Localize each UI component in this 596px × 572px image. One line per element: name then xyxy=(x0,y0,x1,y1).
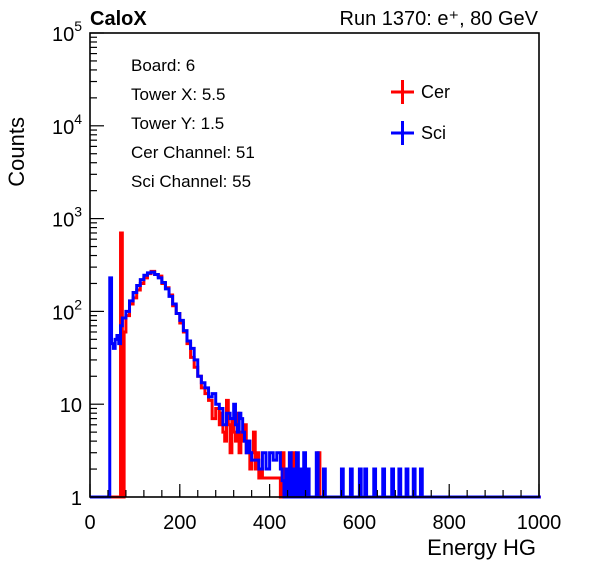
y-axis-title: Counts xyxy=(4,117,29,187)
y-tick-label: 104 xyxy=(52,111,82,139)
x-tick-label: 400 xyxy=(253,512,286,534)
legend-label-sci: Sci xyxy=(421,123,446,143)
info-tower-y: Tower Y: 1.5 xyxy=(131,114,224,133)
y-tick-label: 10 xyxy=(60,395,82,417)
header-left-title: CaloX xyxy=(90,8,147,30)
y-tick-label: 1 xyxy=(71,488,82,510)
y-tick-label: 103 xyxy=(52,204,82,232)
series-layer xyxy=(90,231,541,499)
info-box: Board: 6 Tower X: 5.5 Tower Y: 1.5 Cer C… xyxy=(131,56,255,191)
axis-ticks: 0 200 400 600 800 1000 1 10 102 103 104 105 xyxy=(52,18,561,534)
plot-frame xyxy=(89,32,540,498)
info-tower-x: Tower X: 5.5 xyxy=(131,85,226,104)
legend-label-cer: Cer xyxy=(421,82,450,102)
x-tick-label: 1000 xyxy=(517,512,562,534)
legend: Cer Sci xyxy=(391,80,450,145)
x-tick-label: 200 xyxy=(163,512,196,534)
info-board: Board: 6 xyxy=(131,56,195,75)
header-run-info: Run 1370: e⁺, 80 GeV xyxy=(340,8,539,30)
legend-marker-sci xyxy=(391,121,414,145)
info-sci-channel: Sci Channel: 55 xyxy=(131,172,251,191)
x-tick-label: 600 xyxy=(343,512,376,534)
series-sci-line xyxy=(90,270,541,499)
x-axis-title: Energy HG xyxy=(427,535,536,560)
x-tick-label: 0 xyxy=(84,512,95,534)
info-cer-channel: Cer Channel: 51 xyxy=(131,143,255,162)
y-tick-label: 105 xyxy=(52,18,82,46)
y-tick-label: 102 xyxy=(52,296,82,324)
legend-marker-cer xyxy=(391,80,414,104)
x-tick-label: 800 xyxy=(433,512,466,534)
